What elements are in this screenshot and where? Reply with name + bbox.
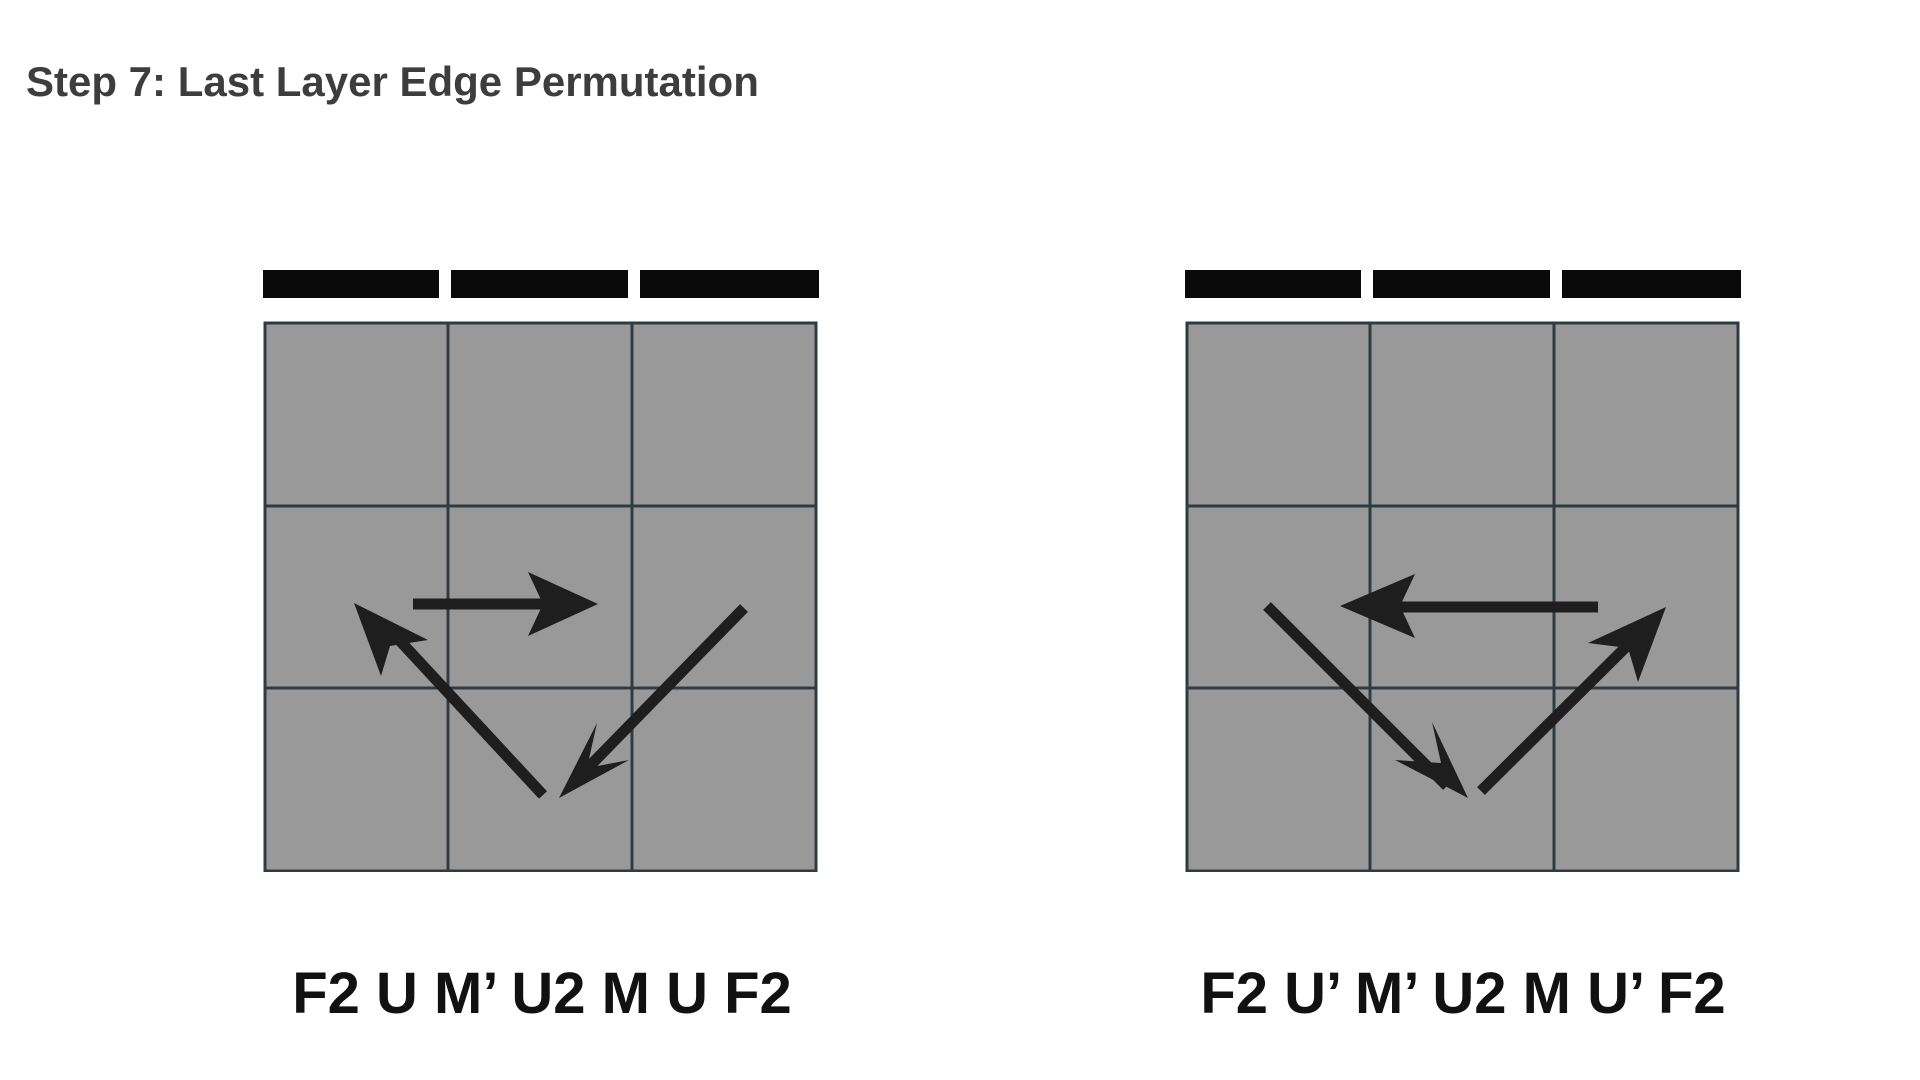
case-1-cube-top-view (263, 270, 819, 872)
cycle-arrows-counterclockwise (354, 572, 748, 799)
arrow-bottom-to-right (1477, 634, 1639, 795)
top-bar-left (1185, 270, 1361, 298)
sticker-face (1185, 321, 1740, 872)
arrow-head-left (354, 603, 428, 676)
top-edge-bars (263, 270, 819, 298)
top-bar-center (451, 270, 628, 298)
case-2-diagram (1185, 268, 1741, 872)
top-bar-left (263, 270, 439, 298)
top-bar-right (1562, 270, 1741, 298)
arrow-head-right (528, 572, 598, 636)
arrow-right-to-bottom (574, 604, 748, 782)
top-edge-bars (1185, 270, 1741, 298)
arrow-bottom-to-left (383, 624, 548, 799)
cycle-arrows-clockwise (1263, 574, 1666, 798)
arrow-head-right (1588, 607, 1666, 682)
arrow-head-bottom (1395, 722, 1468, 798)
case-2-cube-top-view (1185, 270, 1741, 872)
arrow-head-left (1340, 574, 1415, 638)
case-1-algorithm: F2 U M’ U2 M U F2 (292, 961, 792, 1026)
case-2-algorithm: F2 U’ M’ U2 M U’ F2 (1200, 961, 1726, 1026)
arrow-left-to-bottom (1263, 602, 1451, 790)
step-title: Step 7: Last Layer Edge Permutation (26, 58, 759, 105)
sticker-grid-lines (265, 323, 816, 871)
case-1-diagram (263, 268, 819, 872)
arrow-head-bottom (559, 723, 629, 798)
top-bar-center (1373, 270, 1550, 298)
top-bar-right (640, 270, 819, 298)
